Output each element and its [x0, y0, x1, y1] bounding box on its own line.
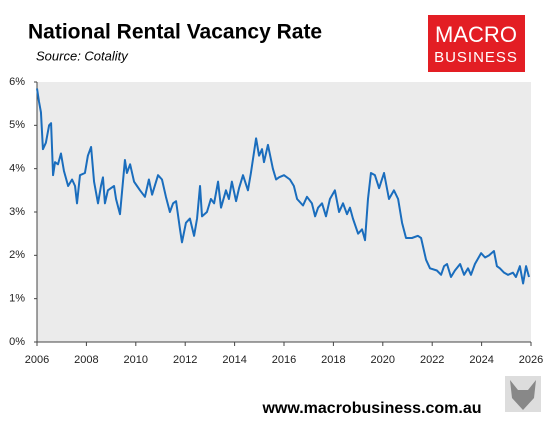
logo-wolf	[505, 376, 541, 412]
x-tick-label: 2006	[25, 354, 49, 366]
x-tick-label: 2008	[74, 354, 98, 366]
x-tick-label: 2014	[222, 354, 246, 366]
footer-url: www.macrobusiness.com.au	[261, 400, 481, 417]
y-tick-label: 3%	[9, 206, 25, 218]
y-tick-label: 4%	[9, 163, 25, 175]
x-tick-label: 2026	[519, 354, 543, 366]
y-tick-label: 5%	[9, 119, 25, 131]
chart-subtitle: Source: Cotality	[36, 48, 129, 63]
x-tick-label: 2016	[272, 354, 296, 366]
x-tick-label: 2022	[420, 354, 444, 366]
logo-text: MACRO	[435, 22, 517, 47]
x-tick-label: 2012	[173, 354, 197, 366]
y-tick-label: 0%	[9, 336, 25, 348]
logo-box	[428, 15, 525, 72]
y-tick-label: 6%	[9, 76, 25, 88]
x-tick-label: 2020	[371, 354, 395, 366]
plot-area	[37, 82, 531, 342]
chart-title: National Rental Vacancy Rate	[28, 21, 322, 44]
logo-text: BUSINESS	[434, 49, 518, 66]
data-line	[36, 88, 530, 285]
y-tick-label: 1%	[9, 293, 25, 305]
y-tick-label: 2%	[9, 249, 25, 261]
x-tick-label: 2010	[124, 354, 148, 366]
x-tick-label: 2018	[321, 354, 345, 366]
x-tick-label: 2024	[469, 354, 493, 366]
